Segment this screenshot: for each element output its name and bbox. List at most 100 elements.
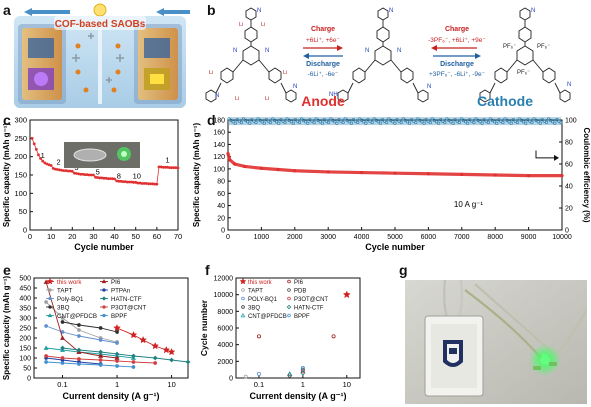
series-point [77, 323, 81, 327]
legend-label: P3OT@CNT [111, 305, 146, 312]
efficiency-point [405, 120, 409, 124]
capacity-point [62, 169, 66, 172]
y-tick-label: 180 [213, 118, 225, 125]
efficiency-point [310, 119, 314, 123]
capacity-point [170, 166, 174, 170]
efficiency-point [243, 118, 248, 122]
molecule-left-li-icon: Li Li Li Li Li Li [209, 22, 287, 102]
capacity-point [45, 162, 49, 166]
efficiency-point [553, 121, 557, 125]
x-tick-label: 3000 [320, 234, 336, 241]
series-point [115, 364, 119, 368]
svg-text:N: N [293, 84, 297, 90]
efficiency-point [524, 121, 528, 125]
y-tick-label: 0 [23, 226, 27, 235]
efficiency-point [459, 117, 464, 121]
x-tick-label: 50 [132, 232, 140, 241]
capacity-point [560, 174, 564, 178]
efficiency-point [227, 117, 231, 121]
legend-marker [102, 313, 106, 318]
y-axis-label: Specific capacity (mAh g⁻¹) [2, 123, 11, 228]
x-axis-label: Current density (A g⁻¹) [250, 391, 347, 401]
efficiency-point [428, 120, 432, 125]
y-tick-label: 140 [213, 142, 225, 149]
lightbulb-icon [93, 3, 107, 17]
series-line [46, 357, 101, 365]
series-point [44, 324, 48, 328]
series-point [60, 316, 65, 320]
capacity-point [151, 182, 155, 186]
y-tick-label: 0 [221, 228, 225, 235]
efficiency-point [430, 117, 434, 121]
svg-text:PF₆⁻: PF₆⁻ [517, 70, 530, 76]
series-point [115, 330, 119, 334]
efficiency-point [501, 120, 505, 125]
series-point [60, 335, 65, 340]
y-tick-label: 50 [23, 366, 31, 373]
capacity-point [168, 166, 171, 170]
capacity-point [259, 166, 263, 170]
legend-label: PI6 [111, 279, 121, 286]
y-tick-label: 10000 [214, 292, 234, 299]
legend-marker [46, 277, 54, 285]
capacity-point [130, 180, 133, 184]
efficiency-point [515, 120, 520, 125]
efficiency-point [410, 118, 414, 122]
efficiency-point [347, 120, 351, 124]
y-tick-label: 450 [19, 286, 31, 293]
rate-label: 1 [165, 156, 169, 165]
series-bppf [300, 366, 305, 371]
capacity-point [60, 168, 64, 172]
anode-label: Anode [301, 93, 345, 109]
efficiency-point [308, 118, 312, 122]
efficiency-point [366, 118, 370, 122]
capacity-point [226, 152, 230, 156]
y2-arrowhead-icon [554, 154, 559, 161]
cathode-label: Cathode [477, 93, 533, 109]
efficiency-point [383, 119, 387, 123]
efficiency-point [449, 120, 453, 124]
rate-label: 5 [96, 167, 100, 176]
y2-tick-label: 40 [565, 184, 573, 191]
y2-tick-label: 0 [565, 228, 569, 235]
efficiency-point [306, 121, 310, 125]
capacity-point [426, 172, 430, 176]
y-tick-label: 20 [217, 215, 225, 222]
series-point [113, 323, 121, 332]
efficiency-point [235, 118, 239, 122]
y-tick-label: 80 [217, 179, 225, 186]
series-point [77, 362, 81, 366]
x-axis-label: Current density (A g⁻¹) [63, 391, 160, 401]
capacity-point [228, 158, 232, 162]
capacity-point [64, 169, 68, 172]
charge-arrows-icon [24, 8, 190, 16]
efficiency-point [395, 118, 399, 122]
series-point [243, 374, 248, 379]
legend-label: PDB [294, 289, 306, 295]
efficiency-point [302, 118, 306, 122]
x-axis-label: Cycle number [365, 242, 425, 252]
efficiency-point [351, 118, 356, 122]
efficiency-point [248, 121, 252, 125]
svg-text:N: N [397, 48, 401, 54]
panel-b-scheme: N N N N N Li Li Li Li Li Li N N N NH N N PF₆⁻ PF₆⁻ … [205, 7, 571, 109]
efficiency-point [484, 119, 488, 123]
series-point [331, 334, 336, 339]
capacity-point [326, 170, 330, 174]
y-tick-label: 100 [14, 189, 27, 198]
panel-d-letter: d [207, 112, 216, 128]
capacity-point [94, 175, 97, 179]
capacity-point [106, 177, 110, 181]
efficiency-point [378, 121, 383, 125]
series-line [62, 347, 189, 363]
efficiency-point [434, 120, 439, 124]
efficiency-point [277, 121, 281, 125]
efficiency-point [549, 118, 553, 122]
series-point [300, 370, 306, 376]
legend-label: TAPT [248, 289, 263, 295]
legend-label: this work [57, 279, 82, 286]
series-3bq [60, 320, 119, 334]
efficiency-point [551, 120, 555, 124]
efficiency-point [540, 118, 544, 122]
series-point [151, 341, 160, 350]
